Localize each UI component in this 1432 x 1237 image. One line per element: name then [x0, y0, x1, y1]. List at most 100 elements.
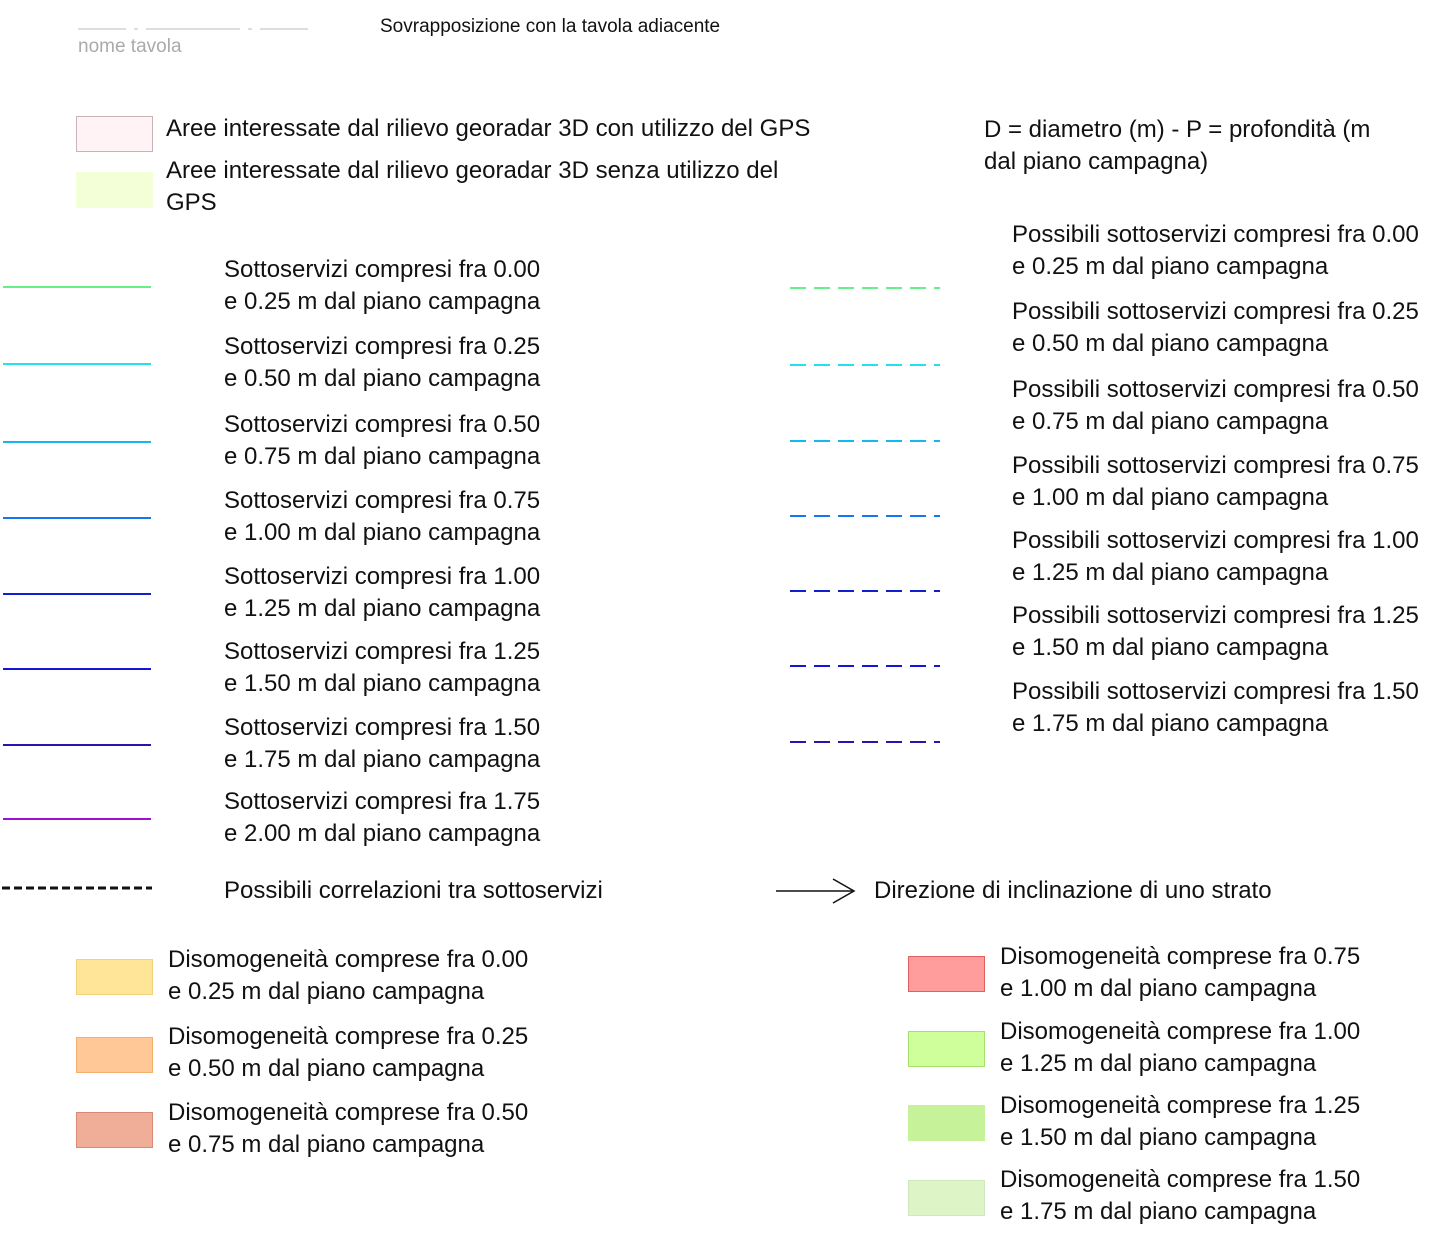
legend-label-line1: Sottoservizi compresi fra 0.50	[224, 411, 541, 438]
legend-label: Disomogeneità comprese fra 1.25 e 1.50 m …	[1000, 1090, 1360, 1153]
disomogeneita-swatch	[76, 959, 153, 995]
possibile-dashed-line	[790, 287, 940, 289]
legend-label: Sottoservizi compresi fra 0.25 e 0.50 m d…	[224, 331, 540, 394]
sottoservizio-solid-line	[3, 441, 151, 443]
correlazioni-dashed-line	[2, 886, 152, 890]
area-gps-label: Aree interessate dal rilievo georadar 3D…	[166, 115, 811, 142]
legend-label-line2: e 1.75 m dal piano campagna	[1000, 1197, 1317, 1225]
legend-label-line2: e 0.75 m dal piano campagna	[168, 1130, 485, 1158]
legend-label-line1: Disomogeneità comprese fra 0.75	[1000, 943, 1361, 970]
legend-label-line1: Sottoservizi compresi fra 1.00	[224, 563, 541, 590]
legend-label: Disomogeneità comprese fra 1.50 e 1.75 m …	[1000, 1164, 1360, 1227]
legend-label-line1: Disomogeneità comprese fra 1.50	[1000, 1166, 1361, 1193]
legend-label-line1: Possibili sottoservizi compresi fra 1.00	[1012, 527, 1419, 554]
legend-label-line2: e 0.50 m dal piano campagna	[224, 364, 541, 392]
legend-label: Possibili sottoservizi compresi fra 0.50…	[1012, 374, 1419, 437]
tavola-name-label: nome tavola	[78, 36, 182, 57]
legend-label-line2: e 1.75 m dal piano campagna	[224, 745, 541, 773]
legend-label-line2: e 2.00 m dal piano campagna	[224, 819, 541, 847]
disomogeneita-swatch	[908, 1180, 985, 1216]
legend-label: Disomogeneità comprese fra 0.50 e 0.75 m …	[168, 1097, 528, 1160]
legend-label-line1: Sottoservizi compresi fra 0.00	[224, 256, 541, 283]
legend-label: Sottoservizi compresi fra 1.25 e 1.50 m d…	[224, 636, 540, 699]
legend-label: Possibili sottoservizi compresi fra 0.25…	[1012, 296, 1419, 359]
sottoservizio-solid-line	[3, 668, 151, 670]
legend-label-line1: Possibili sottoservizi compresi fra 1.50	[1012, 678, 1419, 705]
legend-label-line2: e 0.75 m dal piano campagna	[224, 442, 541, 470]
legend-label-line1: Disomogeneità comprese fra 1.00	[1000, 1018, 1361, 1045]
legend-label-line1: Disomogeneità comprese fra 0.25	[168, 1023, 529, 1050]
legend-label-line1: Sottoservizi compresi fra 1.50	[224, 714, 541, 741]
sottoservizio-solid-line	[3, 363, 151, 365]
area-nogps-label: Aree interessate dal rilievo georadar 3D…	[166, 155, 778, 218]
legend-label: Sottoservizi compresi fra 1.50 e 1.75 m d…	[224, 712, 540, 775]
legend-label: Sottoservizi compresi fra 0.50 e 0.75 m d…	[224, 409, 540, 472]
area-nogps-label-line1: Aree interessate dal rilievo georadar 3D…	[166, 157, 779, 184]
disomogeneita-swatch	[76, 1112, 153, 1148]
legend-label: Sottoservizi compresi fra 1.00 e 1.25 m d…	[224, 561, 540, 624]
legend-label-line2: e 1.25 m dal piano campagna	[1000, 1049, 1317, 1077]
legend-label-line2: e 0.25 m dal piano campagna	[224, 287, 541, 315]
area-nogps-label-line2: GPS	[166, 188, 217, 216]
legend-label-line2: e 1.25 m dal piano campagna	[1012, 558, 1329, 586]
legend-label-line2: e 0.50 m dal piano campagna	[1012, 329, 1329, 357]
legend-label: Possibili sottoservizi compresi fra 1.50…	[1012, 676, 1419, 739]
legend-label-line2: e 1.25 m dal piano campagna	[224, 594, 541, 622]
legend-label: Disomogeneità comprese fra 0.75 e 1.00 m …	[1000, 941, 1360, 1004]
legend-label-line1: Sottoservizi compresi fra 1.25	[224, 638, 541, 665]
legend-label-line2: e 0.75 m dal piano campagna	[1012, 407, 1329, 435]
possibile-dashed-line	[790, 515, 940, 517]
possibile-dashed-line	[790, 741, 940, 743]
legend-label-line1: Disomogeneità comprese fra 1.25	[1000, 1092, 1361, 1119]
legend-note-line2: dal piano campagna)	[984, 147, 1209, 175]
legend-label-line2: e 1.50 m dal piano campagna	[1000, 1123, 1317, 1151]
legend-label-line1: Disomogeneità comprese fra 0.00	[168, 946, 529, 973]
area-gps-swatch	[76, 116, 153, 152]
possibile-dashed-line	[790, 590, 940, 592]
sottoservizio-solid-line	[3, 593, 151, 595]
legend-label-line1: Sottoservizi compresi fra 1.75	[224, 788, 541, 815]
disomogeneita-swatch	[908, 1105, 985, 1141]
legend-label-line1: Possibili sottoservizi compresi fra 0.75	[1012, 452, 1419, 479]
legend-label-line1: Possibili sottoservizi compresi fra 0.25	[1012, 298, 1419, 325]
legend-note: D = diametro (m) - P = profondità (m dal…	[984, 114, 1370, 177]
legend-label-line2: e 1.50 m dal piano campagna	[1012, 633, 1329, 661]
tavola-dash-line	[78, 28, 308, 30]
correlazioni-label: Possibili correlazioni tra sottoservizi	[224, 877, 603, 904]
sottoservizio-solid-line	[3, 818, 151, 820]
legend-label: Possibili sottoservizi compresi fra 0.00…	[1012, 219, 1419, 282]
legend-label: Possibili sottoservizi compresi fra 0.75…	[1012, 450, 1419, 513]
legend-label-line2: e 0.25 m dal piano campagna	[168, 977, 485, 1005]
legend-label-line1: Possibili sottoservizi compresi fra 0.00	[1012, 221, 1419, 248]
legend-label-line2: e 1.00 m dal piano campagna	[224, 518, 541, 546]
legend-label: Possibili sottoservizi compresi fra 1.00…	[1012, 525, 1419, 588]
direzione-label: Direzione di inclinazione di uno strato	[874, 877, 1272, 904]
legend-label-line1: Possibili sottoservizi compresi fra 1.25	[1012, 602, 1419, 629]
legend-label: Disomogeneità comprese fra 1.00 e 1.25 m …	[1000, 1016, 1360, 1079]
overlap-label: Sovrapposizione con la tavola adiacente	[380, 16, 721, 37]
possibile-dashed-line	[790, 665, 940, 667]
direzione-arrow-icon	[776, 878, 856, 904]
disomogeneita-swatch	[908, 1031, 985, 1067]
possibile-dashed-line	[790, 440, 940, 442]
legend-label: Sottoservizi compresi fra 1.75 e 2.00 m d…	[224, 786, 540, 849]
possibile-dashed-line	[790, 364, 940, 366]
disomogeneita-swatch	[908, 956, 985, 992]
area-nogps-swatch	[76, 172, 153, 208]
legend-label-line2: e 1.00 m dal piano campagna	[1000, 974, 1317, 1002]
legend-label-line2: e 0.50 m dal piano campagna	[168, 1054, 485, 1082]
sottoservizio-solid-line	[3, 744, 151, 746]
disomogeneita-swatch	[76, 1037, 153, 1073]
legend-label: Disomogeneità comprese fra 0.00 e 0.25 m …	[168, 944, 528, 1007]
legend-label-line2: e 1.75 m dal piano campagna	[1012, 709, 1329, 737]
legend-label: Possibili sottoservizi compresi fra 1.25…	[1012, 600, 1419, 663]
legend-label-line2: e 0.25 m dal piano campagna	[1012, 252, 1329, 280]
legend-label-line1: Disomogeneità comprese fra 0.50	[168, 1099, 529, 1126]
legend-note-line1: D = diametro (m) - P = profondità (m	[984, 116, 1371, 143]
legend-label: Sottoservizi compresi fra 0.75 e 1.00 m d…	[224, 485, 540, 548]
legend-label: Disomogeneità comprese fra 0.25 e 0.50 m …	[168, 1021, 528, 1084]
legend-label-line2: e 1.50 m dal piano campagna	[224, 669, 541, 697]
legend-label-line1: Possibili sottoservizi compresi fra 0.50	[1012, 376, 1419, 403]
legend-label-line1: Sottoservizi compresi fra 0.75	[224, 487, 541, 514]
legend-label-line1: Sottoservizi compresi fra 0.25	[224, 333, 541, 360]
